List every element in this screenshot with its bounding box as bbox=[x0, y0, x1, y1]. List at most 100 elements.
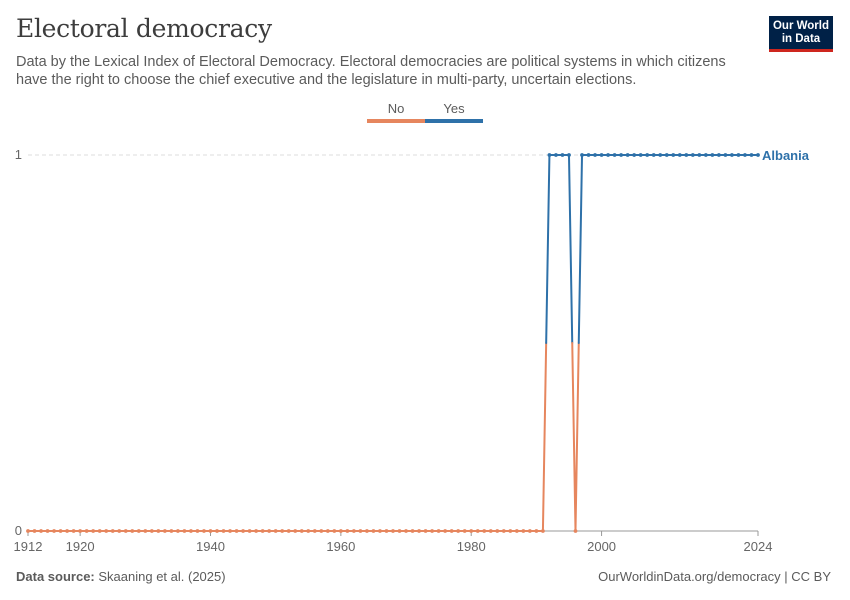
data-point-1986 bbox=[508, 529, 513, 533]
legend-item-no[interactable]: No bbox=[367, 101, 425, 125]
line-chart[interactable]: 0 1 1912 1920 1940 1960 1980 2000 2024 Albania bbox=[0, 130, 850, 560]
data-source-text[interactable]: Skaaning et al. (2025) bbox=[98, 569, 226, 584]
data-point-1967 bbox=[384, 529, 389, 533]
data-point-2023 bbox=[749, 153, 754, 157]
data-point-1934 bbox=[169, 529, 174, 533]
data-point-1913 bbox=[32, 529, 37, 533]
data-point-1991 bbox=[541, 529, 545, 533]
data-point-1970 bbox=[404, 529, 408, 533]
data-point-1919 bbox=[71, 529, 76, 533]
color-legend: No Yes bbox=[367, 101, 487, 125]
data-source-label: Data source: bbox=[16, 569, 95, 584]
data-point-2008 bbox=[651, 153, 656, 157]
data-point-2001 bbox=[606, 153, 610, 157]
data-point-1964 bbox=[365, 529, 369, 533]
data-point-1928 bbox=[130, 529, 135, 533]
data-point-1953 bbox=[293, 529, 298, 533]
data-point-1988 bbox=[521, 529, 526, 533]
data-point-1924 bbox=[104, 529, 109, 533]
data-point-1962 bbox=[351, 529, 356, 533]
series-segment-1995-a bbox=[567, 154, 574, 344]
data-point-1984 bbox=[495, 529, 500, 533]
data-point-2009 bbox=[658, 153, 663, 157]
data-point-2011 bbox=[671, 153, 676, 157]
data-point-2022 bbox=[743, 153, 747, 157]
data-point-1959 bbox=[332, 529, 337, 533]
data-point-1992 bbox=[547, 153, 552, 157]
data-point-1979 bbox=[462, 529, 467, 533]
chart-subtitle: Data by the Lexical Index of Electoral D… bbox=[16, 54, 726, 88]
data-point-1917 bbox=[58, 529, 63, 533]
data-point-1998 bbox=[586, 153, 591, 157]
data-point-1945 bbox=[241, 529, 245, 533]
legend-label-no: No bbox=[387, 101, 405, 116]
legend-swatch-no bbox=[367, 119, 425, 123]
data-point-1914 bbox=[39, 529, 43, 533]
data-point-1942 bbox=[221, 529, 226, 533]
data-point-1956 bbox=[312, 529, 317, 533]
data-point-1918 bbox=[65, 529, 70, 533]
data-point-1983 bbox=[488, 529, 493, 533]
data-point-1916 bbox=[52, 529, 56, 533]
data-point-1966 bbox=[378, 529, 382, 533]
data-point-1961 bbox=[345, 529, 350, 533]
x-tick-label-2000: 2000 bbox=[587, 539, 616, 554]
data-point-1969 bbox=[397, 529, 402, 533]
data-point-1926 bbox=[117, 529, 122, 533]
footer-url[interactable]: OurWorldinData.org/democracy | CC BY bbox=[598, 569, 831, 584]
data-point-1922 bbox=[91, 529, 96, 533]
data-point-1921 bbox=[84, 529, 89, 533]
data-point-1987 bbox=[514, 529, 519, 533]
legend-item-yes[interactable]: Yes bbox=[425, 101, 483, 125]
series-segment-1991-a bbox=[541, 342, 548, 532]
data-point-1933 bbox=[162, 529, 167, 533]
data-point-2016 bbox=[703, 153, 708, 157]
data-point-1950 bbox=[273, 529, 278, 533]
owid-logo[interactable]: Our World in Data bbox=[769, 16, 833, 52]
data-point-2018 bbox=[716, 153, 721, 157]
data-point-2000 bbox=[599, 153, 604, 157]
data-point-1944 bbox=[234, 529, 239, 533]
data-point-2002 bbox=[612, 153, 617, 157]
data-point-1982 bbox=[482, 529, 487, 533]
data-point-1980 bbox=[469, 529, 474, 533]
data-point-1974 bbox=[430, 529, 435, 533]
data-point-1963 bbox=[358, 529, 363, 533]
data-point-1960 bbox=[338, 529, 343, 533]
data-point-1975 bbox=[436, 529, 441, 533]
series-segment-1996-b bbox=[577, 154, 584, 344]
series-segment-1995-b bbox=[571, 342, 577, 532]
data-point-1925 bbox=[110, 529, 115, 533]
data-point-1972 bbox=[417, 529, 421, 533]
data-point-2012 bbox=[677, 153, 682, 157]
data-point-1948 bbox=[260, 529, 265, 533]
y-tick-label-1: 1 bbox=[15, 147, 22, 162]
data-point-1994 bbox=[560, 153, 565, 157]
data-point-1981 bbox=[475, 529, 480, 533]
data-point-1997 bbox=[580, 153, 584, 157]
data-point-1912 bbox=[26, 529, 30, 533]
data-point-1955 bbox=[306, 529, 311, 533]
data-point-2007 bbox=[645, 153, 650, 157]
data-point-1973 bbox=[423, 529, 428, 533]
x-tick-label-1960: 1960 bbox=[326, 539, 355, 554]
x-tick-label-1940: 1940 bbox=[196, 539, 225, 554]
logo-line-1: Our World bbox=[772, 20, 829, 32]
data-point-1935 bbox=[176, 529, 180, 533]
data-point-1968 bbox=[391, 529, 395, 533]
data-point-2020 bbox=[730, 153, 734, 157]
x-tick-label-1912: 1912 bbox=[14, 539, 43, 554]
x-tick-label-1980: 1980 bbox=[457, 539, 486, 554]
data-point-2013 bbox=[684, 153, 689, 157]
data-source: Data source: Skaaning et al. (2025) bbox=[16, 569, 226, 584]
series-albania bbox=[26, 153, 760, 533]
data-point-1951 bbox=[280, 529, 285, 533]
data-point-1976 bbox=[443, 529, 448, 533]
data-point-1939 bbox=[202, 529, 206, 533]
data-point-2014 bbox=[690, 153, 695, 157]
chart-title: Electoral democracy bbox=[16, 14, 272, 43]
data-point-1920 bbox=[78, 529, 83, 533]
series-segment-1991-b bbox=[545, 154, 551, 344]
data-point-1940 bbox=[208, 529, 213, 533]
series-segment-1996-a bbox=[574, 342, 580, 532]
